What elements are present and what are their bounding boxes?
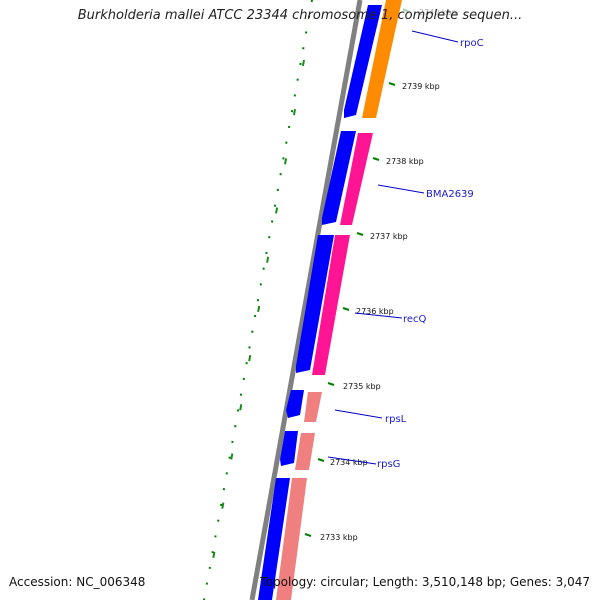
tick-labels: 2740 kbp 2739 kbp 2738 kbp 2737 kbp 2736… [320, 8, 457, 542]
gene-label-rpsG[interactable]: rpsG [377, 459, 400, 470]
dotted-track-long-ticks [205, 59, 305, 599]
tick-track [304, 8, 410, 537]
gene-leader-lines [327, 30, 459, 465]
gene-label-BMA2639[interactable]: BMA2639 [426, 189, 474, 200]
tick-label: 2734 kbp [330, 458, 368, 467]
gene-block [296, 235, 334, 373]
backbone-line [249, 0, 363, 600]
colored-gene-track [276, 0, 402, 600]
gene-recQ-block [312, 235, 350, 375]
gene-rpsG-block [295, 433, 315, 470]
gene-labels: rpoC BMA2639 recQ rpsL rpsG [377, 38, 484, 470]
gene-label-rpsL[interactable]: rpsL [385, 414, 407, 425]
gene-BMA2639-block [340, 133, 373, 225]
tick-label: 2738 kbp [386, 157, 424, 166]
gene-rpoC-block [362, 0, 402, 118]
gene-block [280, 431, 298, 466]
gene-rpsL-block [304, 392, 322, 422]
accession-label: Accession: NC_006348 [9, 575, 146, 589]
tick-label: 2736 kbp [356, 307, 394, 316]
gene-block [258, 478, 290, 600]
gene-block [322, 131, 356, 225]
gene-block [344, 5, 382, 118]
gene-label-rpoC[interactable]: rpoC [460, 38, 484, 49]
blue-gene-track [258, 5, 382, 600]
topology-label: Topology: circular; Length: 3,510,148 bp… [260, 575, 590, 589]
gene-salmon-block [276, 478, 307, 600]
tick-label: 2733 kbp [320, 533, 358, 542]
tick-label: 2739 kbp [402, 82, 440, 91]
dotted-track [203, 0, 313, 600]
tick-label: 2740 kbp [419, 8, 457, 17]
map-title: Burkholderia mallei ATCC 23344 chromosom… [77, 8, 523, 23]
tick-label: 2735 kbp [343, 382, 381, 391]
tick-label: 2737 kbp [370, 232, 408, 241]
gene-label-recQ[interactable]: recQ [403, 314, 427, 325]
gene-block [286, 390, 304, 418]
